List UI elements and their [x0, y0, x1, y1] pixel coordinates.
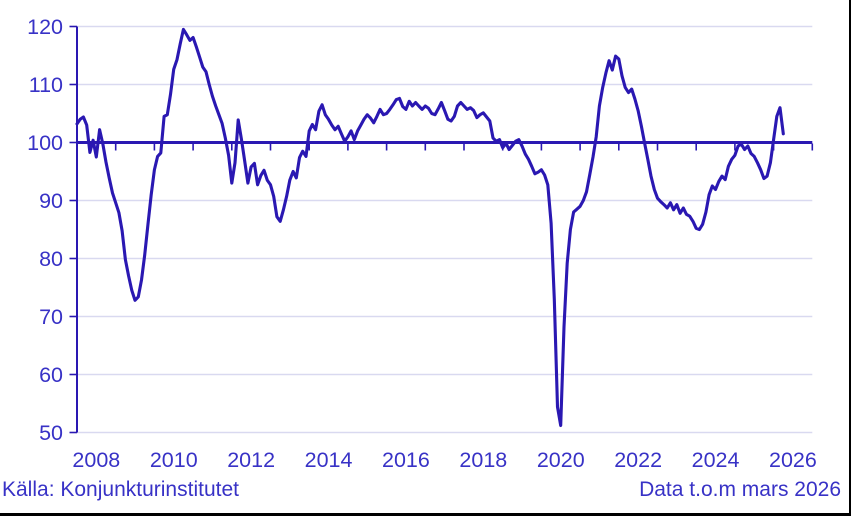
x-tick-label-2026: 2026	[769, 448, 817, 472]
x-tick-label-2024: 2024	[692, 448, 740, 472]
y-tick-label-100: 100	[27, 131, 63, 155]
source-caption: Källa: Konjunkturinstitutet	[2, 478, 239, 501]
window-border-right	[849, 0, 851, 516]
indicator-line	[75, 27, 785, 428]
y-tick-label-80: 80	[39, 247, 63, 271]
y-tick-label-110: 110	[29, 73, 63, 97]
data-through-caption: Data t.o.m mars 2026	[639, 478, 841, 501]
x-tick-label-2010: 2010	[150, 448, 198, 472]
y-tick-label-60: 60	[39, 363, 63, 387]
x-tick-label-2014: 2014	[305, 448, 353, 472]
y-tick-label-120: 120	[27, 15, 63, 39]
y-tick-label-50: 50	[39, 421, 63, 445]
x-tick-label-2016: 2016	[382, 448, 430, 472]
y-tick-label-70: 70	[39, 305, 63, 329]
y-tick-label-90: 90	[39, 189, 63, 213]
x-tick-label-2022: 2022	[614, 448, 662, 472]
x-tick-label-2018: 2018	[459, 448, 507, 472]
x-tick-label-2008: 2008	[72, 448, 120, 472]
window-border-bottom	[0, 513, 851, 516]
x-tick-label-2012: 2012	[227, 448, 275, 472]
x-tick-label-2020: 2020	[537, 448, 585, 472]
